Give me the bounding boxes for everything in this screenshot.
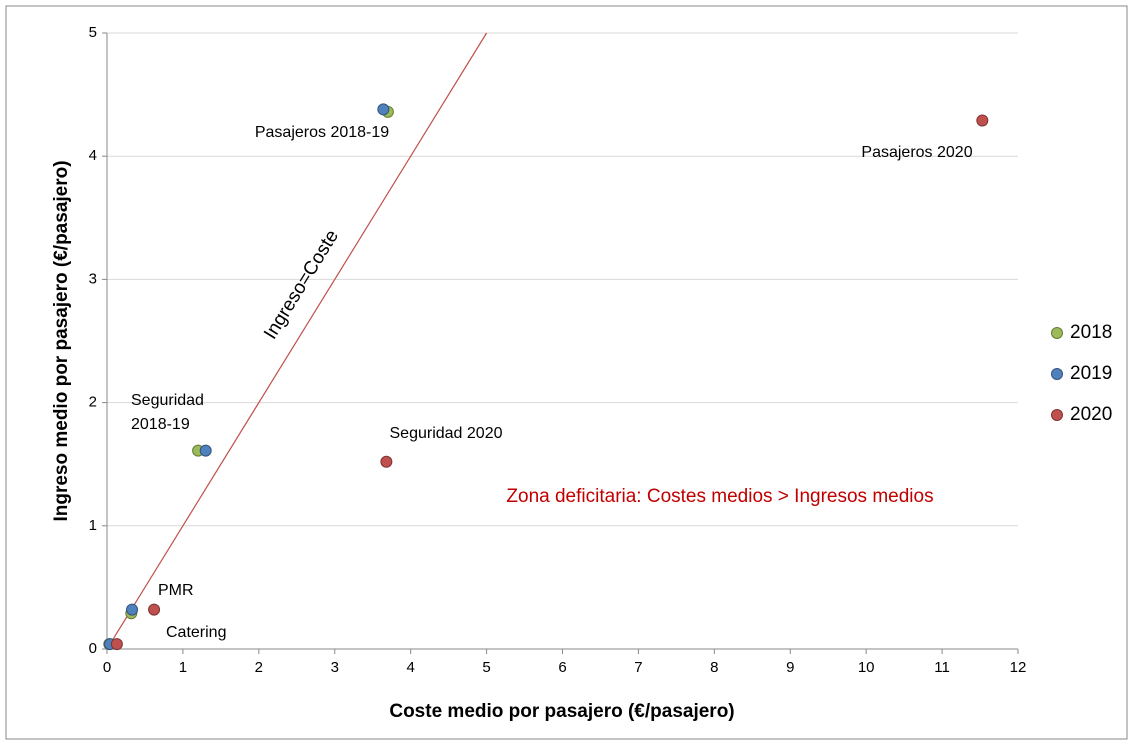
annotation: Pasajeros 2018-19 — [255, 124, 389, 141]
annotation: PMR — [158, 582, 194, 599]
x-tick-label: 0 — [103, 659, 111, 676]
y-tick-label: 1 — [89, 517, 97, 534]
point — [199, 444, 212, 457]
y-tick-label: 2 — [89, 394, 97, 411]
annotation: 2018-19 — [131, 416, 190, 433]
x-tick-label: 1 — [179, 659, 187, 676]
annotation: Seguridad — [131, 392, 204, 409]
x-tick-label: 5 — [482, 659, 490, 676]
x-tick-label: 8 — [710, 659, 718, 676]
chart-border — [5, 5, 1128, 740]
annotation: Catering — [166, 624, 226, 641]
annotation: Zona deficitaria: Costes medios > Ingres… — [506, 486, 933, 507]
x-tick-label: 2 — [255, 659, 263, 676]
y-axis-label: Ingreso medio por pasajero (€/pasajero) — [51, 160, 72, 521]
point — [380, 455, 393, 468]
x-tick-label: 3 — [331, 659, 339, 676]
point — [976, 114, 989, 127]
x-tick-label: 11 — [934, 659, 950, 676]
legend-marker — [1051, 368, 1063, 380]
annotation: Pasajeros 2020 — [861, 144, 972, 161]
reference-line — [106, 32, 488, 650]
point — [110, 638, 123, 651]
annotation: Seguridad 2020 — [390, 425, 503, 442]
x-tick-label: 10 — [858, 659, 875, 676]
y-tick-label: 0 — [89, 640, 97, 657]
legend-marker — [1051, 327, 1063, 339]
legend-label: 2018 — [1070, 322, 1112, 343]
y-tick-label: 5 — [89, 24, 97, 41]
x-tick-label: 9 — [786, 659, 794, 676]
x-tick-label: 4 — [406, 659, 414, 676]
y-tick-label: 3 — [89, 270, 97, 287]
point — [377, 103, 390, 116]
x-tick-label: 6 — [558, 659, 566, 676]
x-tick-label: 12 — [1010, 659, 1027, 676]
point — [148, 603, 161, 616]
x-axis-label: Coste medio por pasajero (€/pasajero) — [389, 701, 734, 722]
legend-label: 2020 — [1070, 404, 1112, 425]
x-tick-label: 7 — [634, 659, 642, 676]
legend-marker — [1051, 409, 1063, 421]
y-tick-label: 4 — [89, 147, 97, 164]
point — [126, 603, 139, 616]
legend-label: 2019 — [1070, 363, 1112, 384]
